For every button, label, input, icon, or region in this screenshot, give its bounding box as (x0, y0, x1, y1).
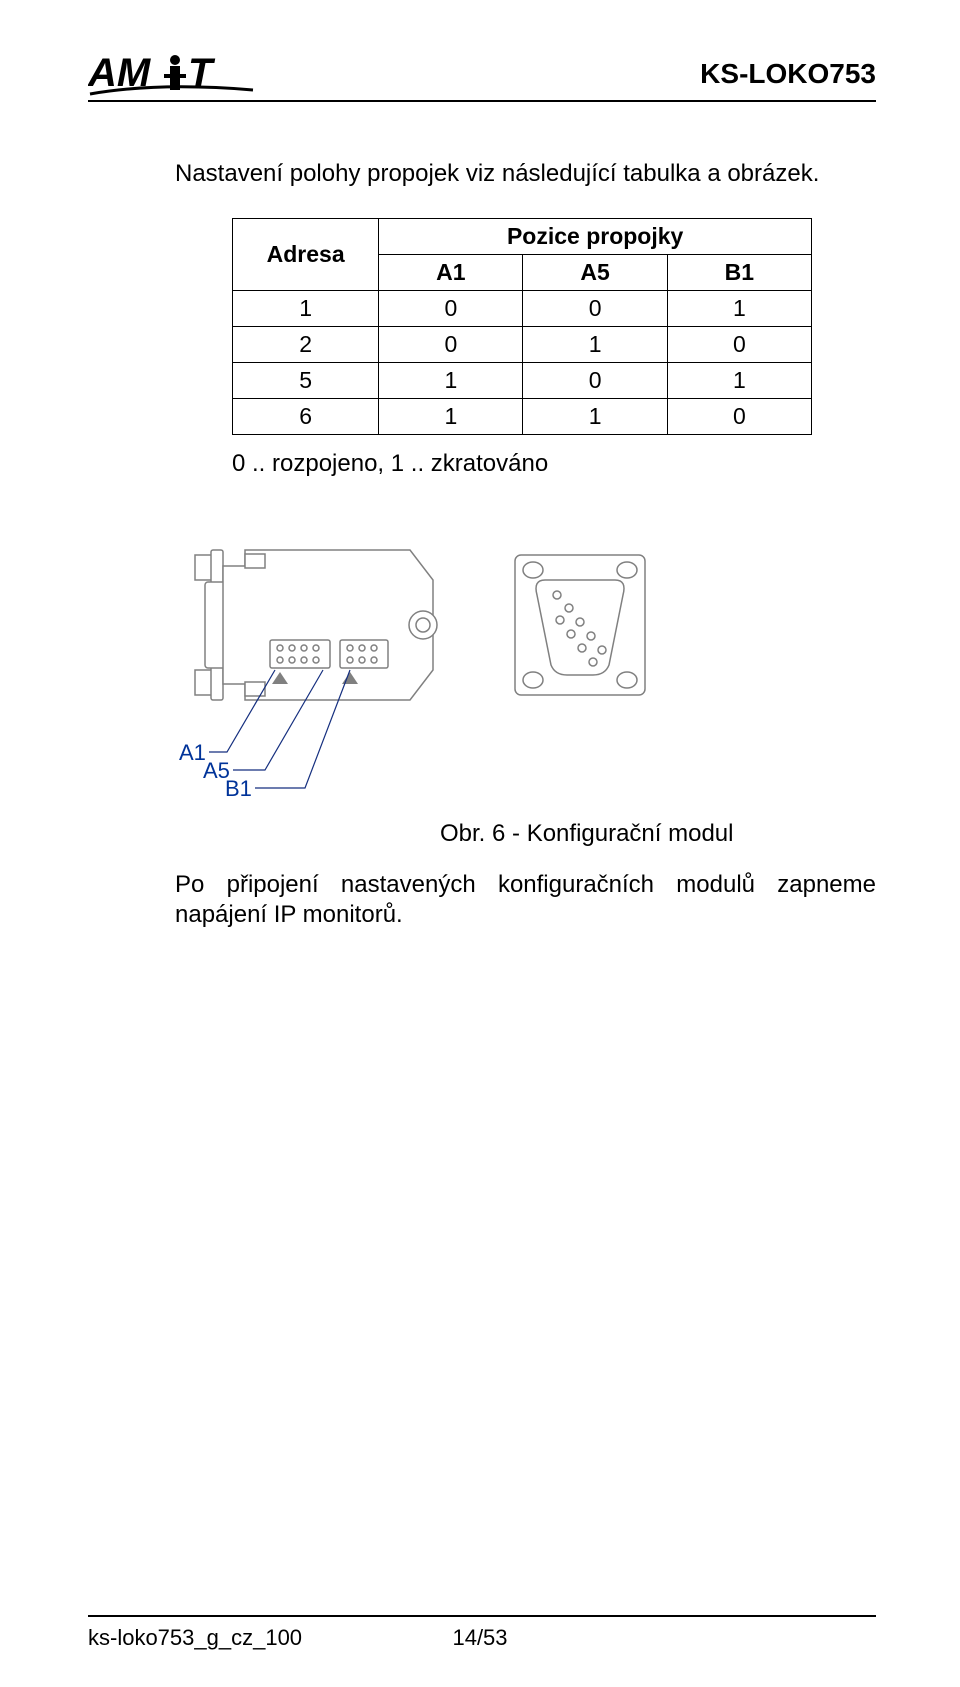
figure-caption: Obr. 6 - Konfigurační modul (440, 820, 733, 848)
diagram-label-b1: B1 (225, 776, 252, 800)
table-row: 1 0 0 1 (233, 291, 812, 327)
page-header: AM T KS-LOKO753 (88, 44, 876, 100)
logo: AM T (88, 52, 258, 105)
table-header-pozice: Pozice propojky (379, 219, 812, 255)
diagram-label-a1: A1 (179, 740, 206, 765)
config-module-diagram: A1 A5 B1 (175, 520, 735, 800)
table-header-adresa: Adresa (233, 219, 379, 291)
table-legend: 0 .. rozpojeno, 1 .. zkratováno (232, 450, 548, 478)
after-text: Po připojení nastavených konfiguračních … (175, 870, 876, 930)
module-front-view (515, 555, 645, 695)
table-col-a1: A1 (379, 255, 523, 291)
footer-rule (88, 1615, 876, 1617)
table-col-a5: A5 (523, 255, 667, 291)
table-col-b1: B1 (667, 255, 811, 291)
module-side-view (195, 550, 437, 700)
document-title: KS-LOKO753 (700, 58, 876, 90)
footer-left: ks-loko753_g_cz_100 (88, 1625, 302, 1651)
footer-page: 14/53 (452, 1625, 507, 1651)
table-row: 6 1 1 0 (233, 399, 812, 435)
jumper-table: Adresa Pozice propojky A1 A5 B1 1 0 0 1 … (232, 218, 812, 435)
table-row: 2 0 1 0 (233, 327, 812, 363)
intro-text: Nastavení polohy propojek viz následujíc… (175, 160, 876, 188)
header-rule (88, 100, 876, 102)
table-row: 5 1 0 1 (233, 363, 812, 399)
